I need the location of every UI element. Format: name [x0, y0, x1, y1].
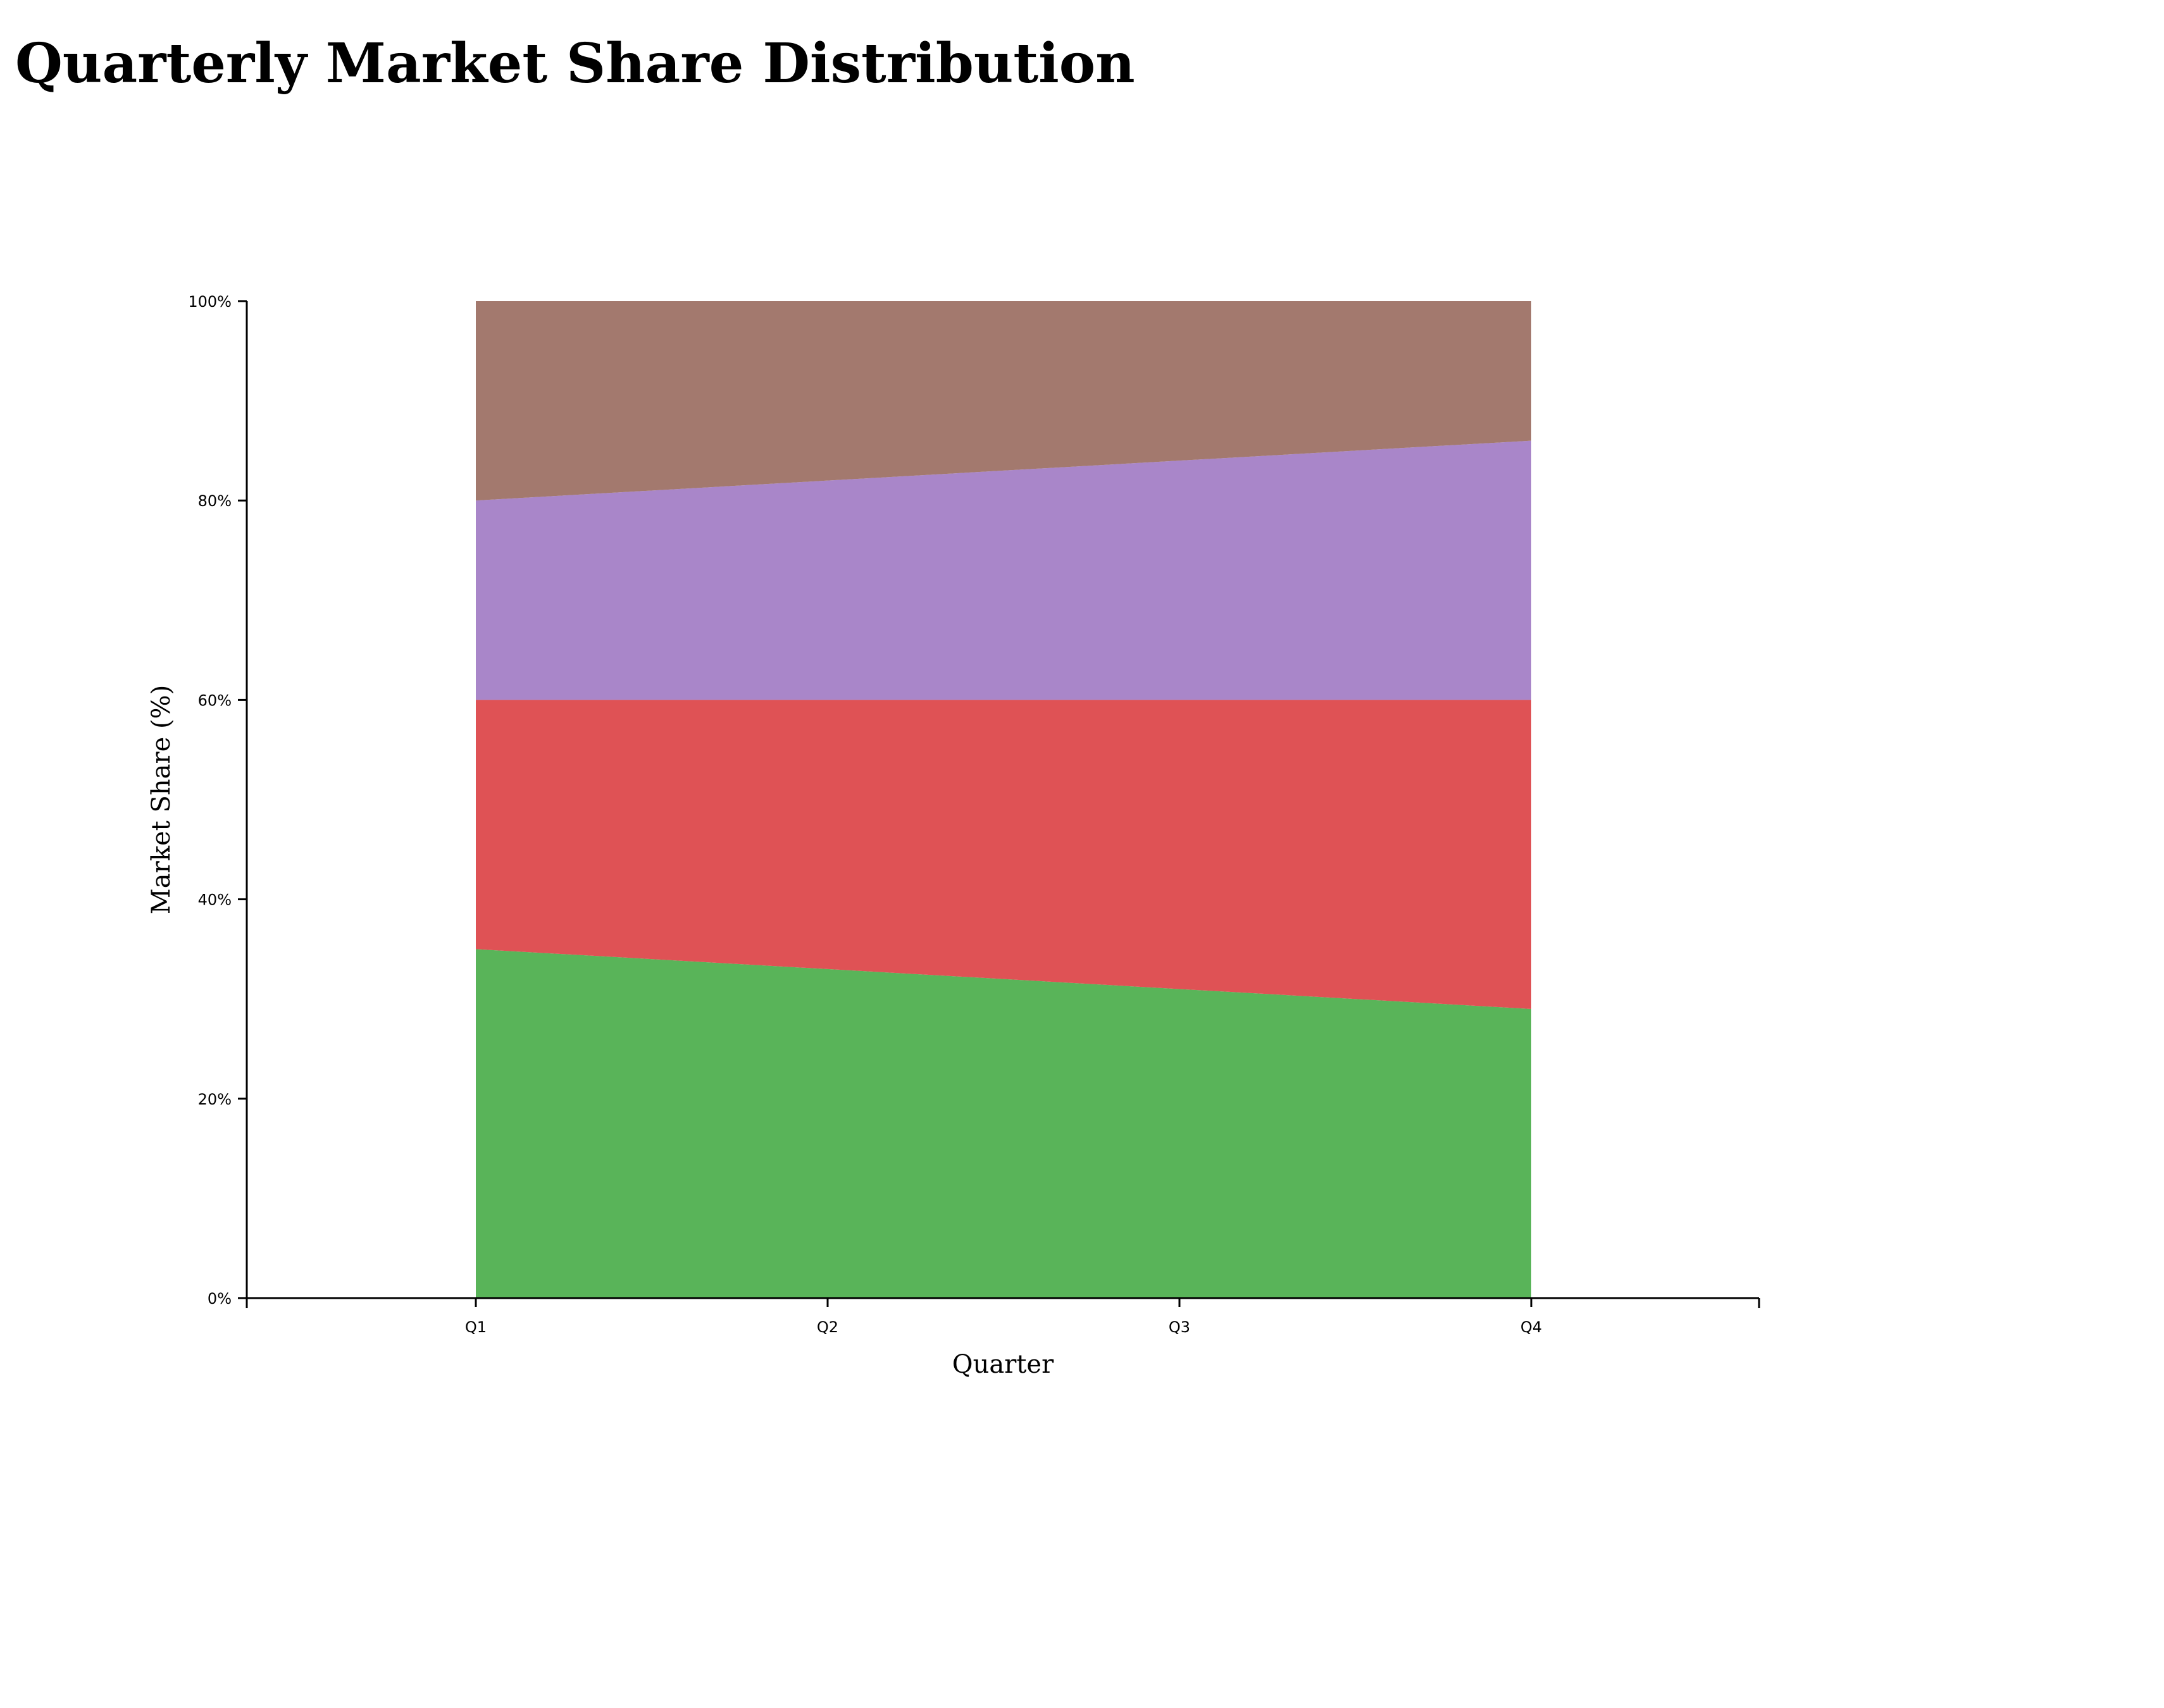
x-tick-label: Q1 — [465, 1318, 487, 1336]
y-tick-label: 0% — [208, 1290, 232, 1308]
y-tick-label: 40% — [198, 891, 232, 909]
area-series-1 — [476, 949, 1531, 1298]
y-tick-label: 60% — [198, 691, 232, 709]
y-tick-label: 100% — [188, 293, 232, 311]
page-title: Quarterly Market Share Distribution — [15, 32, 1135, 96]
x-axis-title: Quarter — [952, 1350, 1054, 1379]
x-axis: Q1 Q2 Q3 Q4 — [246, 1297, 1760, 1336]
y-tick-label: 20% — [198, 1091, 232, 1108]
area-series-2 — [476, 700, 1531, 1009]
area-series-3 — [476, 440, 1531, 700]
area-series-group — [476, 301, 1531, 1298]
y-axis: 0% 20% 40% 60% 80% 100% — [188, 293, 248, 1308]
y-axis-title: Market Share (%) — [147, 685, 176, 914]
x-tick-label: Q3 — [1169, 1318, 1190, 1336]
y-tick-label: 80% — [198, 492, 232, 510]
x-tick-label: Q2 — [817, 1318, 838, 1336]
area-series-4 — [476, 301, 1531, 501]
x-tick-label: Q4 — [1520, 1318, 1542, 1336]
